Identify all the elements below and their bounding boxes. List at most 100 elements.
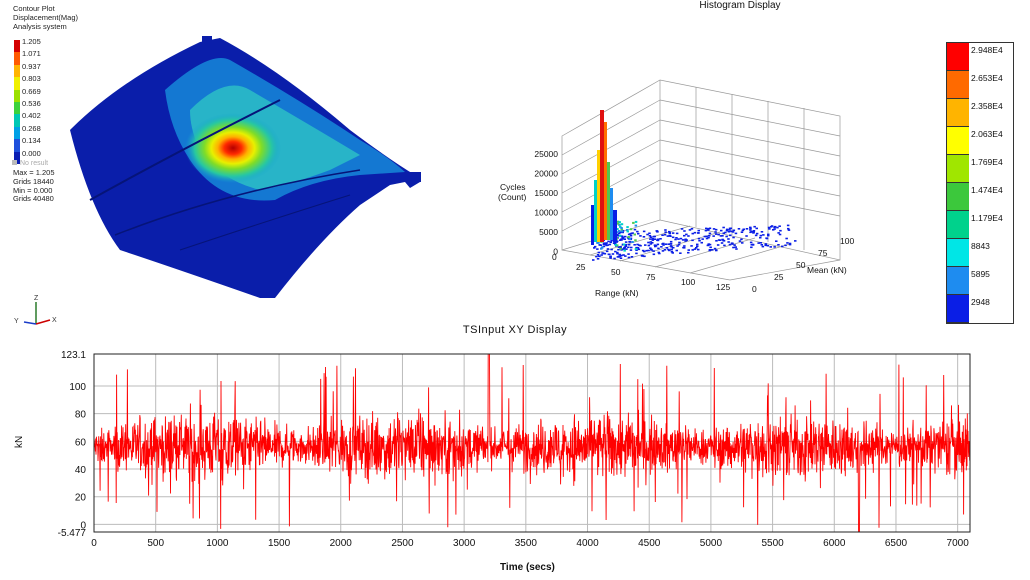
histogram-point bbox=[618, 232, 621, 235]
xy-y-tick-label: 100 bbox=[69, 382, 86, 393]
histogram-point bbox=[732, 236, 735, 239]
histogram-point bbox=[708, 227, 712, 230]
histogram-point bbox=[607, 240, 610, 243]
histogram-point bbox=[647, 249, 650, 252]
histogram-point bbox=[693, 248, 697, 250]
xy-y-min-label: -5.477 bbox=[58, 528, 87, 539]
histogram-point bbox=[616, 222, 620, 225]
histogram-point bbox=[675, 249, 678, 252]
histogram-point bbox=[627, 246, 630, 249]
histogram-point bbox=[716, 244, 720, 246]
histogram-point bbox=[663, 233, 667, 236]
histogram-point bbox=[717, 233, 720, 236]
histogram-point bbox=[762, 234, 765, 236]
histogram-point bbox=[788, 243, 792, 246]
xy-x-tick-label: 1500 bbox=[268, 538, 291, 549]
histogram-point bbox=[735, 248, 738, 250]
histogram-point bbox=[759, 236, 762, 239]
histogram-point bbox=[777, 244, 780, 246]
histogram-point bbox=[707, 243, 710, 245]
triad-x-label: X bbox=[52, 317, 57, 324]
hood-crease-line bbox=[179, 194, 351, 251]
histogram-point bbox=[593, 247, 596, 249]
histogram-point bbox=[725, 229, 729, 232]
histogram-point bbox=[727, 241, 730, 243]
histogram-3d-plot[interactable]: Cycles (Count) 2500020000150001000050000… bbox=[480, 70, 860, 310]
histogram-point bbox=[750, 246, 753, 249]
histogram-point bbox=[722, 240, 726, 242]
histogram-point bbox=[614, 243, 618, 246]
hist-x-tick-label: 125 bbox=[716, 282, 730, 292]
histogram-point bbox=[697, 232, 700, 234]
histogram-point bbox=[787, 229, 791, 231]
histogram-point bbox=[620, 227, 623, 229]
histogram-point bbox=[619, 231, 622, 234]
histogram-point bbox=[658, 252, 661, 255]
histogram-point bbox=[603, 252, 607, 255]
histogram-point bbox=[683, 230, 686, 232]
hood-latch bbox=[202, 36, 212, 44]
histogram-point bbox=[605, 244, 608, 247]
histogram-point bbox=[620, 249, 623, 251]
histogram-point bbox=[663, 249, 667, 251]
histogram-point bbox=[622, 243, 626, 246]
histogram-point bbox=[606, 244, 610, 246]
hist-z-label-1: Cycles bbox=[500, 182, 526, 192]
histogram-point bbox=[600, 254, 603, 256]
histogram-point bbox=[725, 235, 728, 238]
hist-y-tick-label: 100 bbox=[840, 236, 854, 246]
colorbar-label: 5895 bbox=[971, 269, 990, 279]
hist-y-ticks: 0 25 50 75 100 bbox=[752, 236, 854, 294]
histogram-point bbox=[677, 238, 680, 240]
contour-title-line-3: Analysis system bbox=[13, 22, 67, 31]
xy-y-axis-label: kN bbox=[14, 436, 25, 448]
xy-display-title: TSInput XY Display bbox=[462, 324, 568, 336]
histogram-point bbox=[620, 230, 624, 233]
histogram-point bbox=[616, 252, 619, 255]
histogram-point bbox=[669, 245, 673, 247]
histogram-point bbox=[688, 229, 692, 231]
histogram-point bbox=[643, 255, 646, 258]
xy-x-tick-label: 0 bbox=[91, 538, 97, 549]
xy-y-ticks: 0 20 40 60 80 100 123.1 -5.477 bbox=[58, 350, 87, 539]
histogram-point bbox=[669, 240, 673, 243]
hood-crease-line bbox=[89, 99, 281, 201]
hist-z-tick-label: 20000 bbox=[534, 169, 558, 179]
colorbar-cell bbox=[947, 239, 969, 267]
contour-title-line-2: Displacement(Mag) bbox=[13, 13, 79, 22]
histogram-point bbox=[767, 234, 770, 237]
histogram-point bbox=[649, 238, 652, 240]
histogram-point bbox=[705, 235, 708, 238]
xy-x-tick-label: 500 bbox=[147, 538, 164, 549]
histogram-point bbox=[703, 235, 707, 238]
xy-plot-frame bbox=[93, 353, 971, 533]
histogram-point bbox=[760, 231, 764, 233]
histogram-peak-bars bbox=[591, 110, 617, 245]
histogram-point bbox=[657, 251, 660, 254]
colorbar-cell bbox=[947, 267, 969, 295]
histogram-point bbox=[784, 244, 787, 247]
hood-contour-image[interactable] bbox=[60, 30, 440, 300]
xy-y-max-label: 123.1 bbox=[61, 350, 86, 361]
histogram-point bbox=[623, 249, 626, 252]
histogram-point bbox=[610, 239, 613, 242]
contour-legend-label: 0.536 bbox=[22, 99, 41, 108]
histogram-point bbox=[750, 230, 753, 233]
histogram-point bbox=[644, 244, 647, 246]
histogram-point bbox=[637, 232, 640, 235]
colorbar-label: 1.179E4 bbox=[971, 213, 1003, 223]
histogram-point bbox=[625, 248, 628, 250]
xy-line-chart[interactable]: 0 20 40 60 80 100 123.1 -5.477 0 500 1000 1500 2000… bbox=[0, 340, 1030, 580]
displacement-hotspot bbox=[185, 113, 281, 183]
histogram-point bbox=[712, 228, 716, 230]
histogram-point bbox=[700, 241, 703, 244]
contour-legend-title: Contour Plot Displacement(Mag) Analysis … bbox=[13, 4, 78, 31]
histogram-point bbox=[741, 242, 744, 244]
histogram-point bbox=[635, 246, 638, 249]
histogram-point bbox=[635, 249, 638, 251]
histogram-point bbox=[668, 232, 672, 234]
histogram-point bbox=[721, 238, 724, 241]
contour-legend-swatch bbox=[14, 114, 20, 127]
xy-x-tick-label: 5000 bbox=[700, 538, 723, 549]
histogram-point bbox=[733, 244, 736, 246]
